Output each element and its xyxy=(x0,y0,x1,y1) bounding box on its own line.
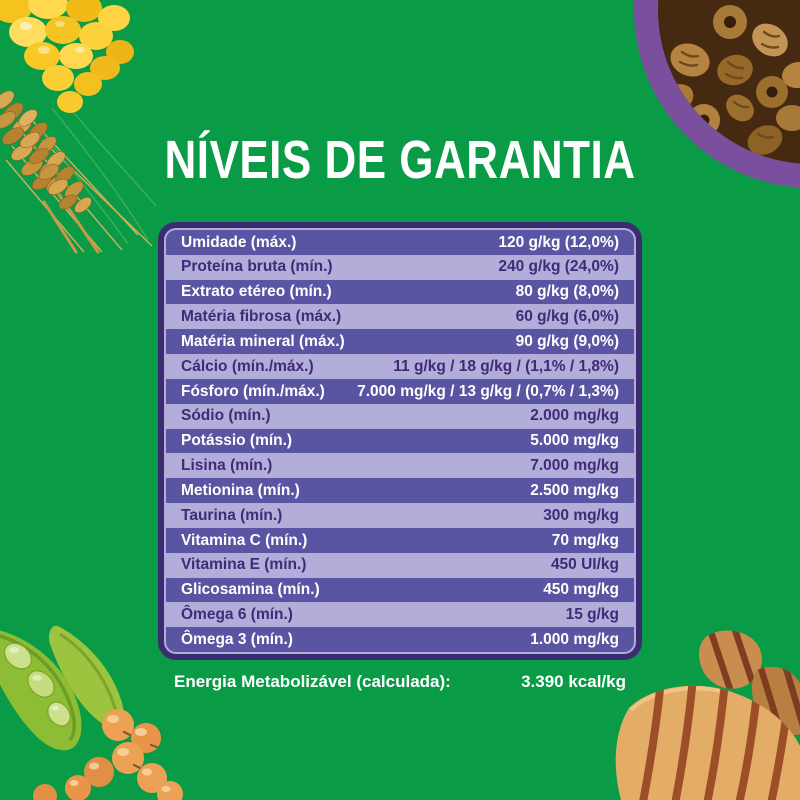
grill-marks-icon xyxy=(639,685,791,800)
corn-kernels-icon xyxy=(0,0,134,113)
table-row: Potássio (mín.) 5.000 mg/kg xyxy=(166,428,634,454)
nutrient-label: Umidade (máx.) xyxy=(181,233,297,251)
nutrient-value: 15 g/kg xyxy=(565,606,619,624)
nutrient-label: Ômega 6 (mín.) xyxy=(181,606,293,624)
nutrient-label: Potássio (mín.) xyxy=(181,432,293,450)
nutrient-label: Lisina (mín.) xyxy=(181,457,273,475)
nutrient-value: 70 mg/kg xyxy=(551,531,619,549)
nutrient-value: 90 g/kg (9,0%) xyxy=(515,332,619,350)
table-row: Ômega 6 (mín.) 15 g/kg xyxy=(166,602,634,628)
nutrient-value: 450 UI/kg xyxy=(550,556,619,574)
soy-pod-icon xyxy=(48,625,125,729)
energy-value: 3.390 kcal/kg xyxy=(521,672,626,691)
nutrient-label: Vitamina E (mín.) xyxy=(181,556,307,574)
guarantee-table-rows: Umidade (máx.) 120 g/kg (12,0%) Proteína b… xyxy=(166,230,634,652)
nutrient-label: Sódio (mín.) xyxy=(181,407,271,425)
table-row: Matéria mineral (máx.) 90 g/kg (9,0%) xyxy=(166,329,634,355)
table-row: Lisina (mín.) 7.000 mg/kg xyxy=(166,453,634,479)
nutrient-value: 5.000 mg/kg xyxy=(530,432,619,450)
soybeans-photo xyxy=(0,625,183,800)
page-title: NÍVEIS DE GARANTIA xyxy=(164,130,636,191)
table-row: Sódio (mín.) 2.000 mg/kg xyxy=(166,403,634,429)
soy-beans-icon xyxy=(3,642,71,727)
nutrient-value: 2.500 mg/kg xyxy=(530,481,619,499)
table-row: Extrato etéreo (mín.) 80 g/kg (8,0%) xyxy=(166,279,634,305)
nutrient-value: 80 g/kg (8,0%) xyxy=(515,283,619,301)
nutrient-value: 450 mg/kg xyxy=(543,581,619,599)
energy-label: Energia Metabolizável (calculada): xyxy=(174,672,451,691)
table-row: Ômega 3 (mín.) 1.000 mg/kg xyxy=(166,627,634,652)
table-row: Taurina (mín.) 300 mg/kg xyxy=(166,503,634,528)
nutrient-value: 7.000 mg/kg / 13 g/kg / (0,7% / 1,3%) xyxy=(357,382,619,400)
nutrient-label: Extrato etéreo (mín.) xyxy=(181,283,332,301)
table-row: Proteína bruta (mín.) 240 g/kg (24,0%) xyxy=(166,254,634,280)
nutrient-value: 11 g/kg / 18 g/kg / (1,1% / 1,8%) xyxy=(393,357,619,375)
corn-and-wheat-photo xyxy=(0,0,157,254)
nutrient-value: 7.000 mg/kg xyxy=(530,457,619,475)
table-row: Vitamina C (mín.) 70 mg/kg xyxy=(166,527,634,553)
table-row: Glicosamina (mín.) 450 mg/kg xyxy=(166,577,634,603)
nutrient-label: Taurina (mín.) xyxy=(181,506,283,524)
nutrient-value: 300 mg/kg xyxy=(543,506,619,524)
chicken-cube-icon xyxy=(699,630,762,689)
table-row: Matéria fibrosa (máx.) 60 g/kg (6,0%) xyxy=(166,304,634,330)
soy-pod-open-icon xyxy=(0,630,82,751)
nutrient-label: Glicosamina (mín.) xyxy=(181,581,320,599)
nutrient-label: Vitamina C (mín.) xyxy=(181,531,308,549)
nutrient-label: Matéria mineral (máx.) xyxy=(181,332,345,350)
table-row: Umidade (máx.) 120 g/kg (12,0%) xyxy=(166,230,634,255)
chicken-breast-icon xyxy=(615,685,800,800)
nutrient-value: 1.000 mg/kg xyxy=(530,630,619,648)
table-row: Metionina (mín.) 2.500 mg/kg xyxy=(166,478,634,504)
nutrient-label: Fósforo (mín./máx.) xyxy=(181,382,325,400)
wheat-stems-icon xyxy=(42,188,100,254)
nutrient-label: Ômega 3 (mín.) xyxy=(181,630,293,648)
table-row: Vitamina E (mín.) 450 UI/kg xyxy=(166,552,634,578)
metabolizable-energy-row: Energia Metabolizável (calculada): 3.390… xyxy=(174,672,626,692)
guarantee-table: Umidade (máx.) 120 g/kg (12,0%) Proteína b… xyxy=(158,222,642,660)
nutrient-value: 60 g/kg (6,0%) xyxy=(515,308,619,326)
nutrient-label: Proteína bruta (mín.) xyxy=(181,258,333,276)
chicken-cube-icon xyxy=(752,666,800,735)
nutrient-label: Metionina (mín.) xyxy=(181,481,300,499)
nutrient-label: Matéria fibrosa (máx.) xyxy=(181,308,342,326)
table-row: Cálcio (mín./máx.) 11 g/kg / 18 g/kg / (1… xyxy=(166,354,634,379)
nutrient-value: 240 g/kg (24,0%) xyxy=(498,258,619,276)
table-row: Fósforo (mín./máx.) 7.000 mg/kg / 13 g/kg… xyxy=(166,378,634,404)
soybean-seeds-icon xyxy=(33,709,183,800)
nutrient-label: Cálcio (mín./máx.) xyxy=(181,357,314,375)
nutrient-value: 2.000 mg/kg xyxy=(530,407,619,425)
nutrient-value: 120 g/kg (12,0%) xyxy=(498,233,619,251)
